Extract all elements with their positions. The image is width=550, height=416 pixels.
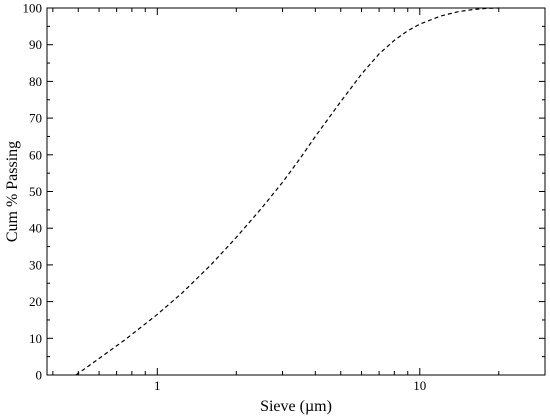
y-tick-label: 20 — [29, 294, 42, 309]
y-tick-label: 90 — [29, 37, 42, 52]
y-tick-label: 40 — [29, 221, 42, 236]
y-tick-label: 30 — [29, 257, 42, 272]
plot-frame — [46, 7, 546, 376]
x-axis-title: Sieve (µm) — [260, 398, 332, 415]
y-axis-title: Cum % Passing — [4, 141, 21, 242]
passing-curve — [75, 7, 499, 376]
x-tick-label: 1 — [154, 378, 161, 393]
tick-marks — [47, 7, 546, 376]
x-tick-label: 10 — [413, 378, 426, 393]
y-tick-label: 0 — [36, 368, 43, 383]
y-tick-label: 100 — [23, 1, 43, 16]
y-tick-label: 50 — [29, 184, 42, 199]
y-tick-label: 60 — [29, 147, 42, 162]
y-tick-label: 10 — [29, 331, 42, 346]
y-tick-label: 70 — [29, 111, 42, 126]
y-tick-label: 80 — [29, 74, 42, 89]
